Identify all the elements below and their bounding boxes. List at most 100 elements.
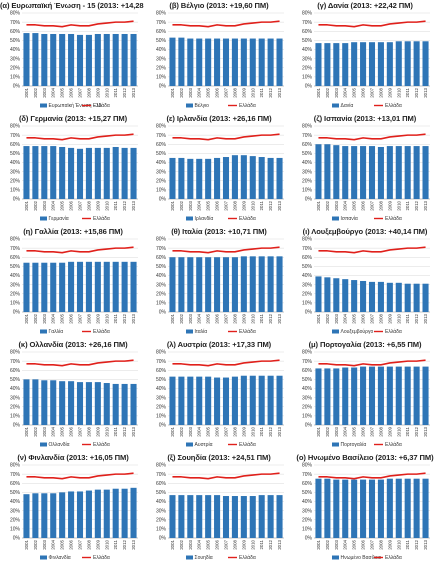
greece-line [318, 472, 426, 480]
bar [342, 479, 349, 538]
y-tick-label: 40% [10, 47, 21, 53]
x-tick-label: 2007 [224, 200, 229, 210]
bar [196, 376, 203, 425]
greece-line [318, 20, 426, 28]
y-tick-label: 20% [302, 517, 313, 523]
chart-panel: (κ) Ολλανδία (2013: +26,16 ΠΜ) 0% 10% 20% 30… [0, 339, 146, 452]
x-tick-label: 2007 [78, 313, 83, 323]
x-tick-label: 2007 [370, 539, 375, 549]
bar [94, 382, 101, 425]
x-tick-label: 2006 [215, 87, 220, 97]
x-tick-label: 2007 [78, 200, 83, 210]
y-tick-label: 20% [302, 178, 313, 184]
x-tick-label: 2008 [86, 539, 91, 549]
legend-bar-swatch [332, 329, 339, 334]
y-tick-label: 60% [156, 29, 167, 35]
bar [276, 157, 283, 199]
bar [258, 38, 265, 86]
bar [50, 493, 57, 538]
x-tick-label: 2007 [78, 539, 83, 549]
x-tick-label: 2011 [259, 87, 264, 97]
bar [222, 38, 230, 86]
bar [395, 146, 402, 199]
bar [222, 257, 230, 312]
x-tick-label: 2010 [396, 426, 401, 436]
x-tick-label: 2006 [361, 539, 366, 549]
legend-label: Ευρωπαϊκή Ένωση - 15 [49, 102, 102, 109]
bar [103, 33, 110, 86]
bar [169, 257, 176, 312]
bar [23, 262, 30, 312]
bar [258, 375, 265, 425]
x-tick-label: 2008 [232, 313, 237, 323]
y-tick-label: 70% [156, 359, 167, 365]
x-tick-label: 2008 [232, 426, 237, 436]
y-tick-label: 0% [13, 197, 21, 203]
y-tick-label: 50% [10, 151, 21, 157]
bar [240, 155, 247, 199]
x-tick-label: 2013 [423, 87, 428, 97]
x-tick-label: 2007 [224, 426, 229, 436]
bar [112, 383, 119, 425]
bar [240, 256, 247, 312]
x-tick-label: 2010 [250, 539, 255, 549]
bar [276, 495, 283, 538]
bar [377, 281, 384, 312]
bar [76, 261, 84, 312]
x-tick-label: 2013 [277, 539, 282, 549]
x-tick-label: 2002 [325, 539, 330, 549]
legend-label: Ελλάδα [239, 102, 256, 109]
bar [41, 493, 48, 538]
bar [360, 366, 367, 425]
legend-label: Ηνωμένο Βασίλειο [341, 554, 382, 561]
y-tick-label: 80% [302, 237, 313, 243]
bar [32, 493, 39, 538]
legend-bar-swatch [40, 216, 47, 221]
x-tick-label: 2008 [378, 539, 383, 549]
x-tick-label: 2006 [215, 200, 220, 210]
chart-title: (δ) Γερμανία (2013: +15,27 ΠΜ) [18, 114, 127, 123]
y-tick-label: 0% [159, 197, 167, 203]
bar [249, 375, 256, 425]
x-tick-label: 2010 [250, 87, 255, 97]
x-tick-label: 2003 [188, 426, 193, 436]
chart-title: (μ) Πορτογαλία (2013: +6,55 ΠΜ) [308, 340, 422, 349]
chart-title: (ν) Φινλανδία (2013: +16,05 ΠΜ) [17, 453, 129, 462]
x-tick-label: 2007 [370, 200, 375, 210]
x-tick-label: 2012 [122, 200, 127, 210]
bar [368, 281, 376, 312]
bar [59, 33, 66, 86]
x-tick-label: 2009 [241, 87, 246, 97]
chart-title: (ε) Ιρλανδία (2013: +26,16 ΠΜ) [166, 114, 272, 123]
x-tick-label: 2007 [370, 313, 375, 323]
chart-panel: (ν) Φινλανδία (2013: +16,05 ΠΜ) 0% 10% 20% 3… [0, 452, 146, 565]
x-tick-label: 2012 [414, 313, 419, 323]
y-tick-label: 0% [305, 197, 313, 203]
y-tick-label: 10% [10, 527, 21, 533]
legend-bar-swatch [40, 329, 47, 334]
greece-line [172, 359, 280, 367]
bar [130, 147, 137, 199]
bar [351, 280, 358, 312]
bar [50, 33, 57, 86]
x-tick-label: 2006 [69, 200, 74, 210]
bar [404, 146, 411, 199]
bar [222, 157, 230, 199]
bar [395, 41, 402, 86]
x-tick-label: 2006 [215, 313, 220, 323]
legend-label: Φινλανδία [49, 555, 71, 561]
x-tick-label: 2001 [24, 200, 29, 210]
bar [324, 368, 331, 425]
x-tick-label: 2012 [268, 87, 273, 97]
x-tick-label: 2005 [352, 539, 357, 549]
bar [103, 261, 110, 312]
x-tick-label: 2002 [179, 313, 184, 323]
chart-panel: (α) Ευρωπαϊκή Ένωση - 15 (2013: +14,28 Π… [0, 0, 146, 113]
bar [231, 257, 238, 312]
legend-label: Ιταλία [195, 329, 208, 335]
greece-line [318, 359, 426, 367]
y-tick-label: 70% [156, 246, 167, 252]
bar [267, 256, 274, 312]
bar [169, 157, 176, 199]
y-tick-label: 80% [156, 237, 167, 243]
